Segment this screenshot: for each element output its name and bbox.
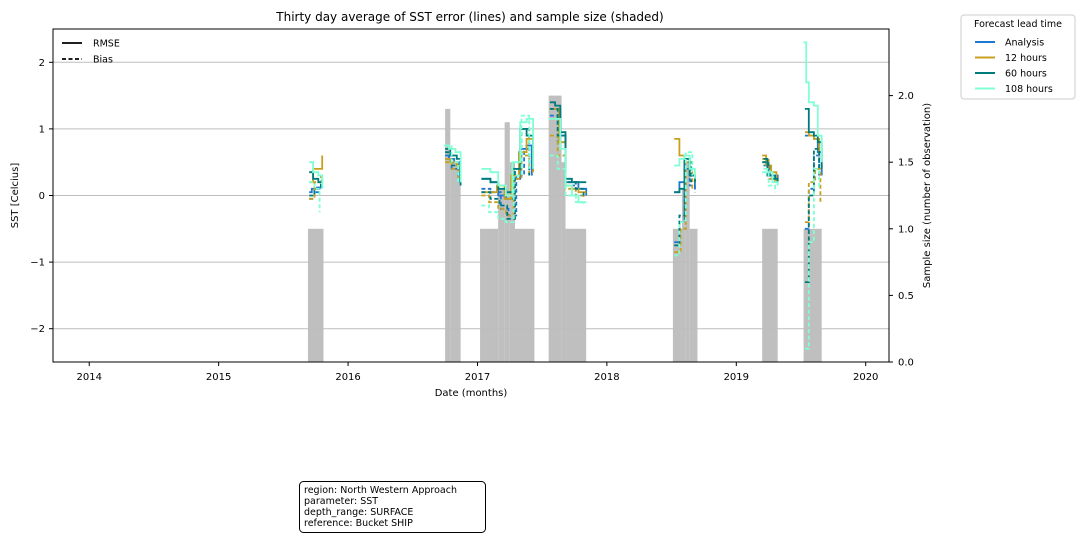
sample-size-bar-16 — [803, 228, 822, 362]
y-tick-label-3: 1 — [39, 124, 45, 135]
bias-line-1-5 — [762, 158, 776, 186]
rmse-line-3-3 — [548, 118, 587, 204]
sample-size-bar-1 — [445, 108, 451, 362]
bias-line-2-6 — [804, 148, 820, 283]
info-box-line-0: region: North Western Approach — [304, 485, 457, 496]
x-tick-label-0: 2014 — [77, 372, 102, 383]
info-box-line-2: depth_range: SURFACE — [304, 507, 413, 518]
axes: 2014 2015 2016 2017 2018 2019 2020 −2 −1 0 1 2 0.0 0.… — [30, 58, 914, 383]
bias-line-3-3 — [549, 154, 585, 206]
y2-tick-label-1: 0.5 — [898, 291, 914, 302]
series-legend: Forecast lead time Analysis 12 hours 60 hou… — [960, 14, 1076, 100]
rmse-line-3-2 — [481, 118, 534, 197]
bias-line-2-1 — [445, 151, 459, 179]
bias-line-3-1 — [445, 144, 459, 183]
x-axis-label: Date (months) — [435, 388, 508, 399]
series-legend-title: Forecast lead time — [974, 19, 1062, 30]
bias-line-2-0 — [309, 182, 322, 197]
info-box-line-1: parameter: SST — [304, 496, 378, 507]
sample-size-bar-10 — [565, 228, 587, 362]
rmse-line-0-1 — [445, 154, 461, 183]
bias-line-2-4 — [674, 161, 692, 247]
sample-size-bar-11 — [672, 228, 682, 362]
x-tick-label-2: 2016 — [335, 372, 360, 383]
rmse-line-3-6 — [803, 41, 823, 163]
series-legend-label-3: 108 hours — [1005, 84, 1053, 95]
grid-lines — [53, 61, 889, 330]
rmse-line-3-0 — [309, 161, 324, 189]
y2-tick-label-3: 1.5 — [898, 158, 914, 169]
x-tick-label-4: 2018 — [594, 372, 619, 383]
x-tick-label-6: 2020 — [853, 372, 878, 383]
sample-size-bar-12 — [681, 188, 686, 362]
chart-title: Thirty day average of SST error (lines) … — [275, 10, 663, 24]
series-legend-frame — [960, 14, 1076, 100]
plot-frame — [52, 28, 890, 363]
bias-line-3-2 — [481, 114, 531, 223]
info-box-line-3: reference: Bucket SHIP — [304, 518, 413, 529]
y2-tick-label-4: 2.0 — [898, 91, 914, 102]
bias-line-3-6 — [804, 168, 820, 350]
y-tick-label-4: 2 — [39, 58, 45, 69]
bias-line-1-6 — [804, 168, 822, 223]
line-style-legend: RMSE Bias — [62, 39, 120, 66]
y-axis-label: SST [Celcius] — [10, 163, 21, 229]
rmse-line-1-2 — [481, 138, 534, 200]
y2-tick-label-2: 1.0 — [898, 224, 914, 235]
style-legend-label-0: RMSE — [93, 39, 120, 50]
bias-line-2-3 — [549, 108, 585, 196]
rmse-line-1-5 — [762, 154, 778, 183]
sample-size-bar-0 — [307, 228, 324, 362]
bias-line-3-5 — [762, 171, 776, 193]
y2-axis-label: Sample size (number of observation) — [922, 103, 933, 288]
rmse-line-2-3 — [549, 101, 587, 184]
bias-line-1-0 — [309, 175, 322, 200]
info-box: region: North Western Approachparameter:… — [299, 481, 486, 533]
bias-line-0-6 — [804, 154, 820, 230]
rmse-line-2-6 — [804, 108, 823, 169]
x-tick-label-5: 2019 — [724, 372, 749, 383]
series-legend-label-0: Analysis — [1005, 38, 1044, 49]
style-legend-label-1: Bias — [93, 55, 113, 66]
series-legend-label-2: 60 hours — [1005, 69, 1047, 80]
y-tick-label-2: 0 — [39, 191, 45, 202]
y2-tick-label-0: 0.0 — [898, 358, 914, 369]
sample-size-bar-3 — [480, 228, 499, 362]
rmse-line-3-1 — [443, 144, 462, 183]
sample-size-bar-7 — [515, 228, 535, 362]
sample-size-bar-4 — [498, 188, 505, 362]
sample-size-bar-14 — [689, 228, 698, 362]
info-box-frame — [299, 481, 486, 533]
x-tick-label-3: 2017 — [465, 372, 490, 383]
sample-size-bar-15 — [762, 228, 778, 362]
series-lines — [309, 41, 823, 350]
y-tick-label-0: −2 — [30, 324, 45, 335]
sample-size-bar-5 — [504, 122, 510, 363]
bias-line-3-0 — [309, 181, 321, 213]
rmse-line-3-5 — [763, 168, 779, 186]
rmse-line-3-4 — [674, 154, 696, 179]
x-tick-label-1: 2015 — [206, 372, 231, 383]
y-tick-label-1: −1 — [30, 258, 45, 269]
series-legend-label-1: 12 hours — [1005, 53, 1047, 64]
